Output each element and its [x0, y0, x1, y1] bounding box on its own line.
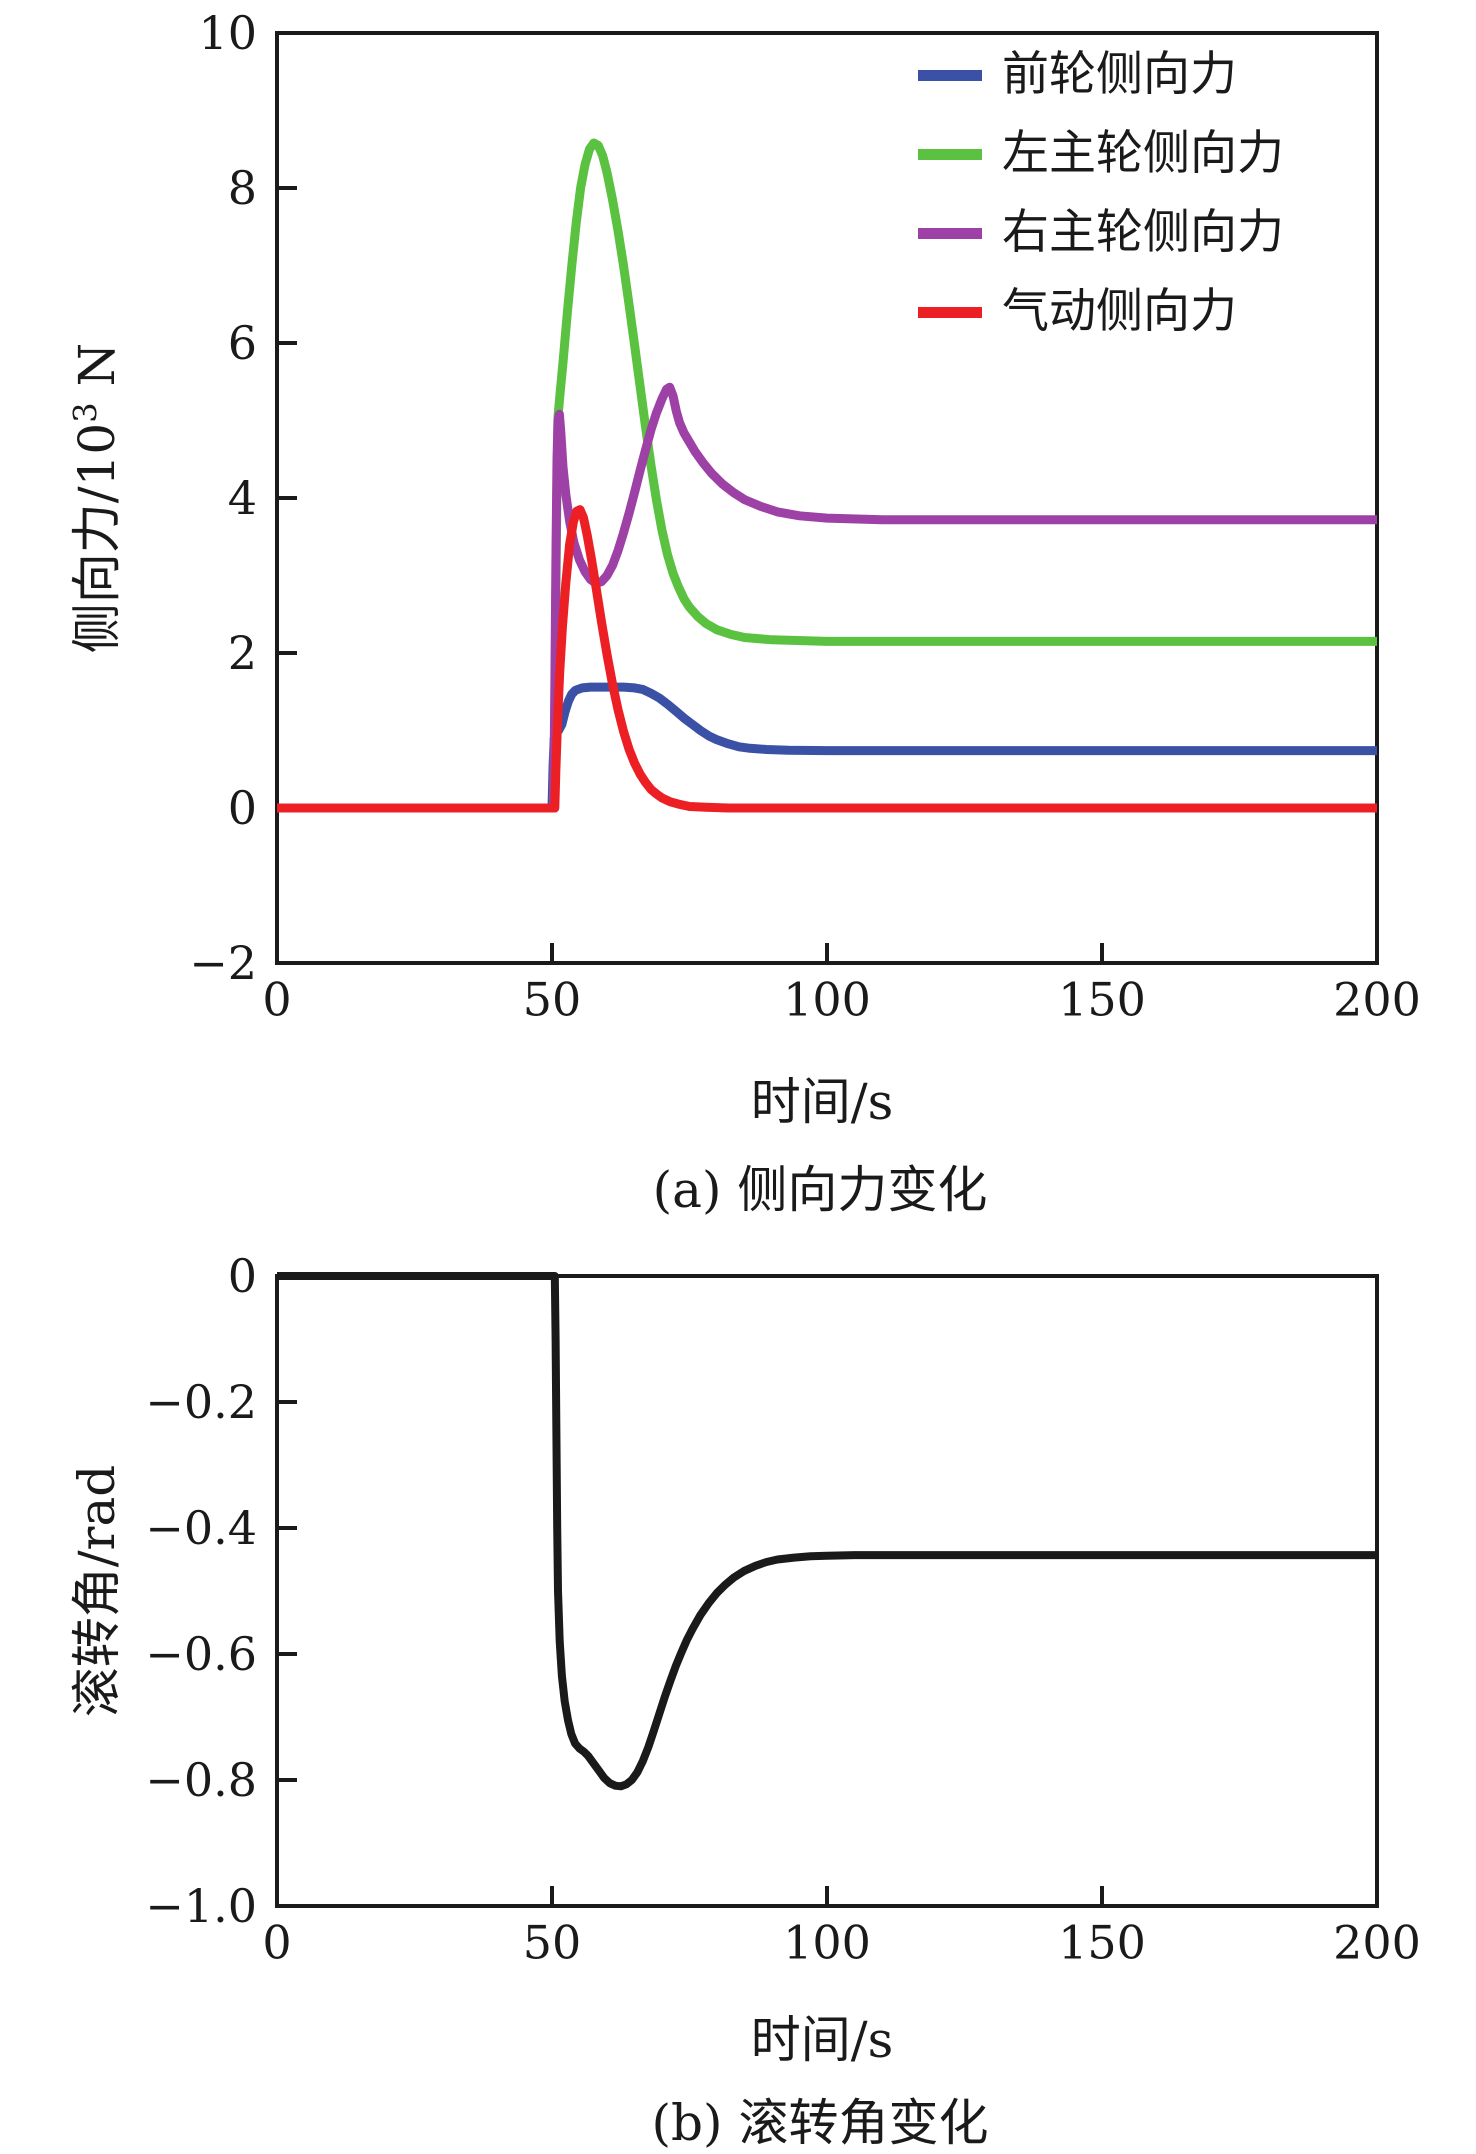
- legend-item-left-main-wheel: 左主轮侧向力: [918, 125, 1284, 183]
- chart-a-caption: (a) 侧向力变化: [652, 1161, 988, 1219]
- legend-swatch-right-main-wheel-icon: [918, 227, 982, 239]
- series-line: [277, 505, 1377, 813]
- series-line: [277, 138, 1377, 813]
- y-tick-label: 8: [228, 161, 257, 215]
- x-tick-label: 200: [1333, 972, 1421, 1026]
- y-tick-label: −0.4: [145, 1501, 257, 1555]
- series-line: [277, 382, 1377, 813]
- y-tick-label: −0.6: [145, 1627, 257, 1681]
- y-tick-label: 10: [198, 6, 257, 60]
- y-tick-label: −0.2: [145, 1375, 257, 1429]
- y-tick-label: −1.0: [145, 1879, 257, 1933]
- chart-a-legend: 前轮侧向力 左主轮侧向力 右主轮侧向力 气动侧向力: [918, 46, 1284, 362]
- legend-label-front-wheel: 前轮侧向力: [1002, 47, 1237, 102]
- legend-swatch-aero-icon: [918, 306, 982, 318]
- chart-a-y-axis-label: 侧向力/103 N: [57, 343, 129, 653]
- x-tick-label: 0: [262, 1915, 291, 1969]
- y-tick-label: −2: [189, 936, 257, 990]
- legend-item-aero: 气动侧向力: [918, 283, 1284, 341]
- x-tick-label: 50: [523, 1915, 582, 1969]
- legend-label-aero: 气动侧向力: [1002, 284, 1237, 339]
- chart-b-x-axis-label: 时间/s: [750, 2011, 894, 2069]
- y-tick-label: −0.8: [145, 1753, 257, 1807]
- y-tick-label: 0: [228, 1249, 257, 1303]
- legend-label-right-main-wheel: 右主轮侧向力: [1002, 205, 1284, 260]
- chart-a-x-axis-label: 时间/s: [750, 1073, 894, 1131]
- chart-b-y-axis-label-main: 滚转角/rad: [68, 1464, 126, 1718]
- x-tick-label: 150: [1058, 1915, 1146, 1969]
- x-tick-label: 50: [523, 972, 582, 1026]
- y-tick-label: 6: [228, 316, 257, 370]
- chart-a-y-axis-label-unit: N: [68, 342, 126, 403]
- chart-a-y-axis-label-main: 侧向力/10: [68, 422, 126, 654]
- series-line: [277, 1272, 1377, 1791]
- legend-swatch-left-main-wheel-icon: [918, 148, 982, 160]
- chart-b-y-axis-label: 滚转角/rad: [57, 1465, 129, 1718]
- x-tick-label: 0: [262, 972, 291, 1026]
- legend-item-right-main-wheel: 右主轮侧向力: [918, 204, 1284, 262]
- chart-a-y-axis-label-sup: 3: [66, 402, 105, 423]
- series-line: [277, 682, 1377, 813]
- y-tick-label: 2: [228, 626, 257, 680]
- legend-item-front-wheel: 前轮侧向力: [918, 46, 1284, 104]
- x-tick-label: 150: [1058, 972, 1146, 1026]
- chart-b-caption: (b) 滚转角变化: [651, 2094, 989, 2152]
- legend-label-left-main-wheel: 左主轮侧向力: [1002, 126, 1284, 181]
- legend-swatch-front-wheel-icon: [918, 69, 982, 81]
- x-tick-label: 200: [1333, 1915, 1421, 1969]
- y-tick-label: 0: [228, 781, 257, 835]
- x-tick-label: 100: [783, 972, 871, 1026]
- y-tick-label: 4: [228, 471, 257, 525]
- x-tick-label: 100: [783, 1915, 871, 1969]
- chart-b-plot: 0 50 100 150 200 0 −0.2 −0.4 −0.6 −0.8 −1.0: [145, 1249, 1421, 1969]
